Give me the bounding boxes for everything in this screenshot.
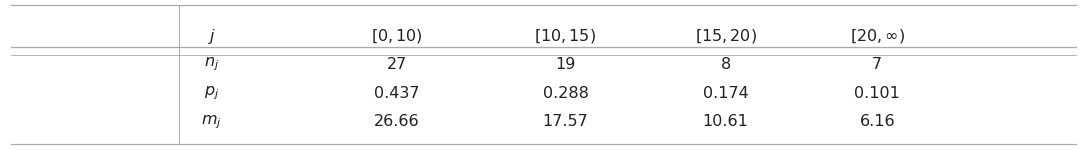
Text: $[10,15)$: $[10,15)$	[535, 27, 597, 45]
Text: 19: 19	[555, 57, 576, 72]
Text: 0.174: 0.174	[702, 85, 749, 100]
Text: 26.66: 26.66	[374, 114, 420, 129]
Text: $p_j$: $p_j$	[204, 84, 220, 102]
Text: $m_j$: $m_j$	[201, 113, 222, 131]
Text: 27: 27	[387, 57, 408, 72]
Text: $[0,10)$: $[0,10)$	[371, 27, 423, 45]
Text: 6.16: 6.16	[860, 114, 895, 129]
Text: 0.288: 0.288	[542, 85, 588, 100]
Text: 17.57: 17.57	[542, 114, 588, 129]
Text: $[20,\infty)$: $[20,\infty)$	[850, 27, 904, 45]
Text: $j$: $j$	[208, 27, 216, 46]
Text: $n_j$: $n_j$	[204, 55, 220, 73]
Text: 8: 8	[721, 57, 730, 72]
Text: 7: 7	[872, 57, 883, 72]
Text: 10.61: 10.61	[702, 114, 749, 129]
Text: 0.437: 0.437	[374, 85, 420, 100]
Text: 0.101: 0.101	[854, 85, 900, 100]
Text: $[15,20)$: $[15,20)$	[695, 27, 757, 45]
